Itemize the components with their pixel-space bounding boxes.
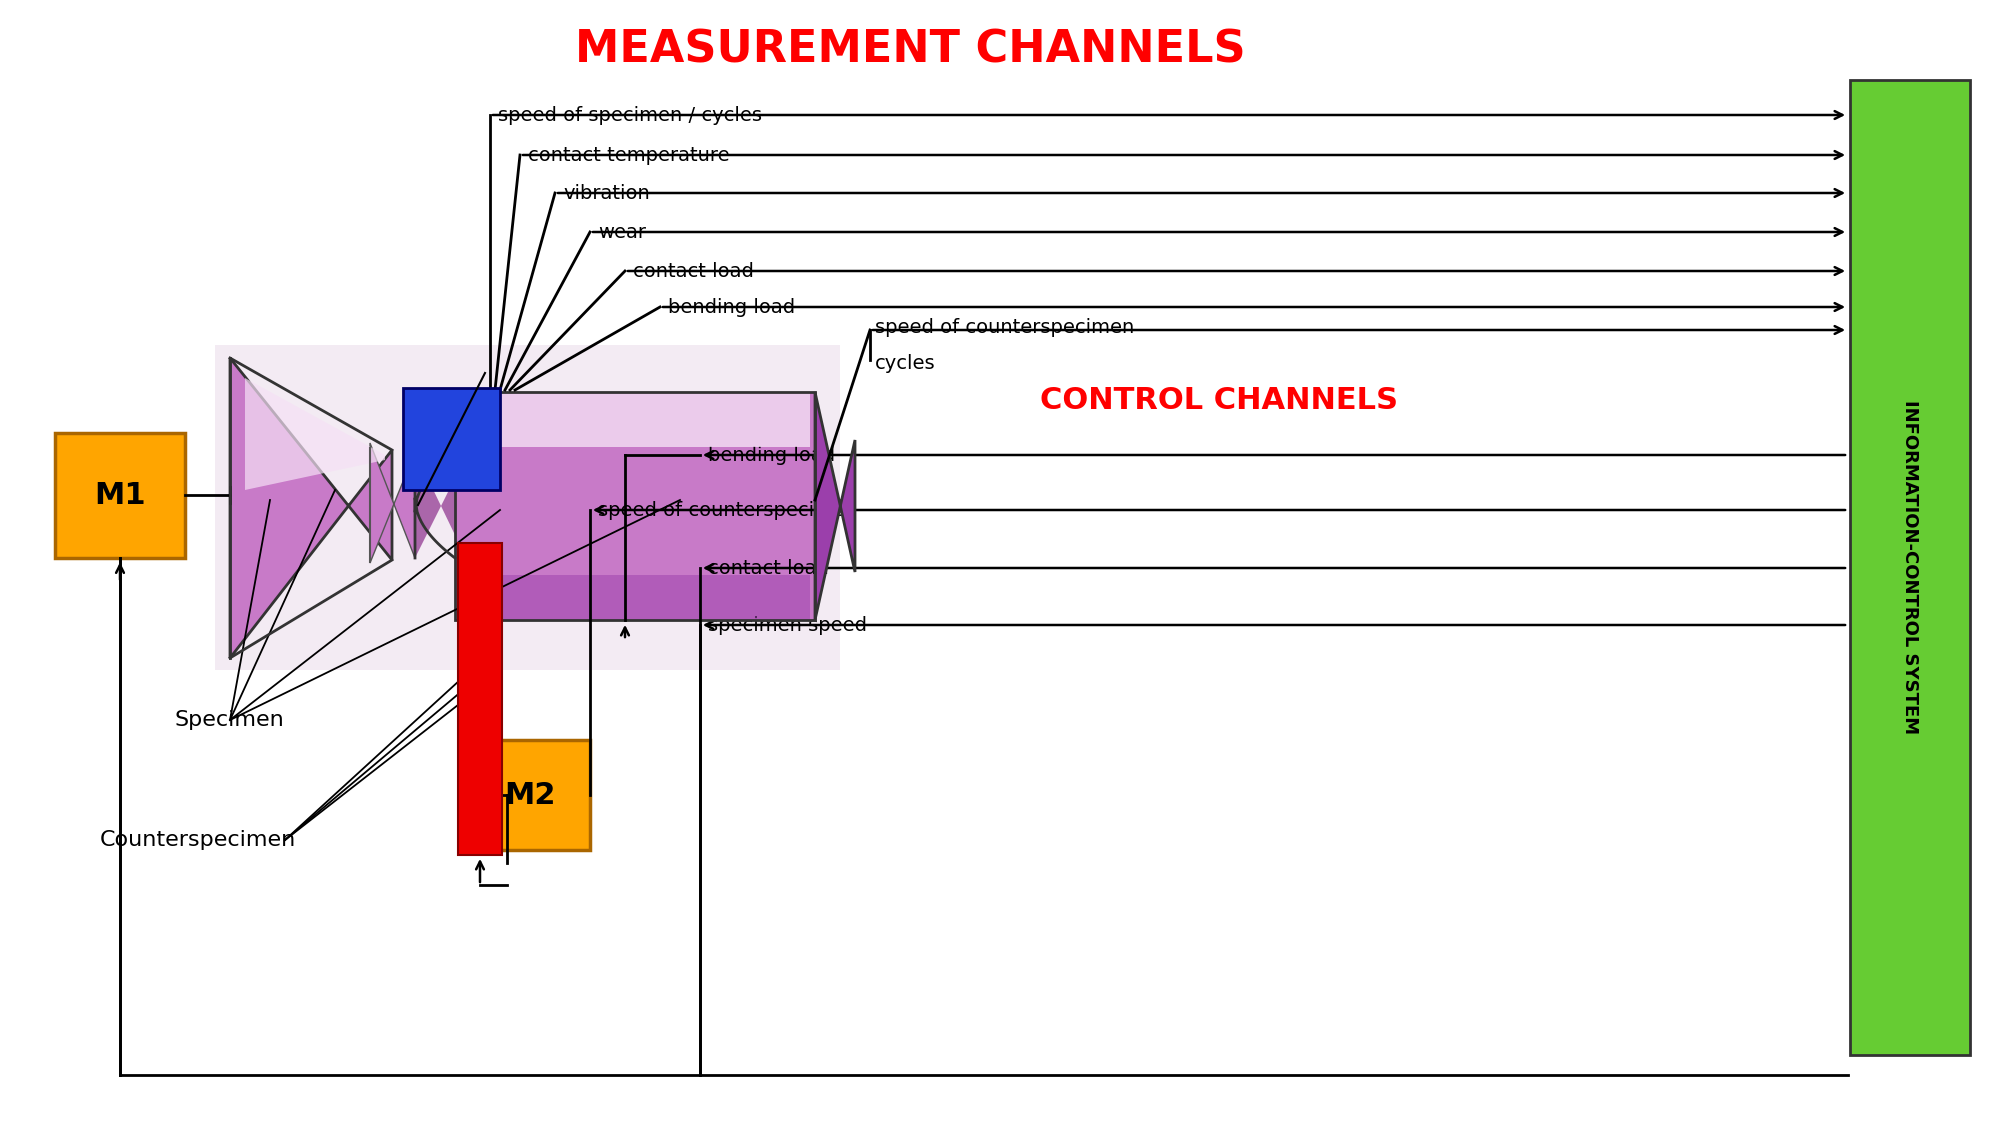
Bar (455, 392, 815, 620)
Text: wear: wear (599, 222, 646, 242)
Text: speed of counterspecimen: speed of counterspecimen (875, 318, 1134, 337)
Text: M2: M2 (503, 780, 555, 810)
Text: MEASUREMENT CHANNELS: MEASUREMENT CHANNELS (575, 28, 1245, 71)
Polygon shape (245, 378, 384, 490)
Bar (404, 388, 499, 490)
Bar (459, 392, 810, 447)
Text: bending load: bending load (708, 446, 835, 465)
Text: vibration: vibration (563, 184, 650, 203)
Polygon shape (416, 452, 455, 558)
Polygon shape (215, 345, 839, 670)
Bar (469, 741, 589, 850)
Bar (457, 543, 501, 855)
Text: Counterspecimen: Counterspecimen (99, 830, 296, 850)
Text: INFORMATION-CONTROL SYSTEM: INFORMATION-CONTROL SYSTEM (1899, 400, 1917, 735)
Bar (455, 392, 815, 620)
Polygon shape (815, 392, 855, 620)
Text: speed of counterspecimen: speed of counterspecimen (599, 500, 857, 519)
Text: bending load: bending load (668, 297, 796, 316)
Text: Specimen: Specimen (175, 710, 284, 730)
Bar (459, 575, 810, 620)
Text: speed of specimen / cycles: speed of specimen / cycles (497, 105, 762, 125)
Polygon shape (416, 392, 455, 452)
Polygon shape (370, 443, 416, 562)
Text: cycles: cycles (875, 354, 935, 372)
Polygon shape (231, 358, 392, 658)
Text: contact load: contact load (708, 559, 829, 577)
Text: specimen speed: specimen speed (708, 616, 867, 635)
Bar (1850, 81, 1969, 1055)
Text: contact load: contact load (633, 262, 754, 280)
Bar (56, 432, 185, 558)
Text: contact temperature: contact temperature (527, 145, 730, 164)
Text: CONTROL CHANNELS: CONTROL CHANNELS (1040, 386, 1398, 415)
Text: M1: M1 (93, 481, 145, 509)
